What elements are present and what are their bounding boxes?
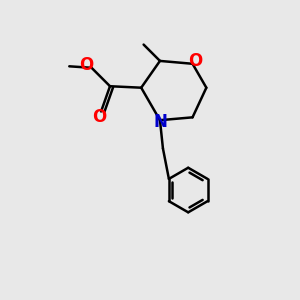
Text: N: N	[153, 113, 167, 131]
Text: O: O	[188, 52, 202, 70]
Text: O: O	[79, 56, 93, 74]
Text: O: O	[92, 108, 107, 126]
